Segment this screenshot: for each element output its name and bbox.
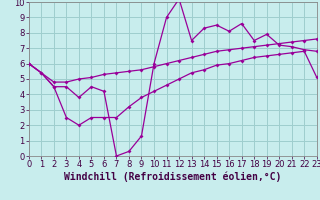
X-axis label: Windchill (Refroidissement éolien,°C): Windchill (Refroidissement éolien,°C) [64, 172, 282, 182]
